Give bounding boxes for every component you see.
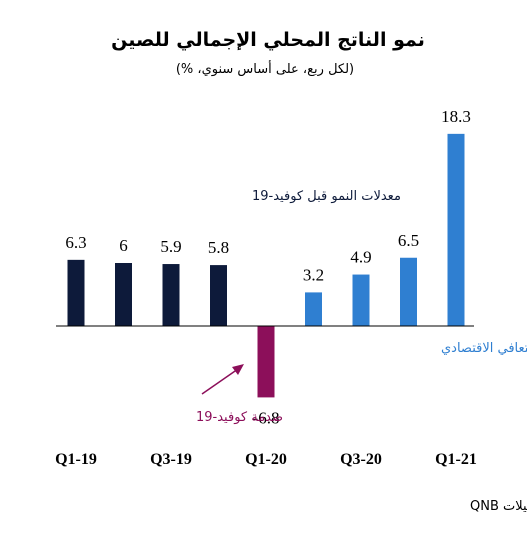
tick-label-q3-19: Q3-19 (150, 451, 192, 468)
bar-q4-19 (210, 265, 227, 326)
tick-label-q1-21: Q1-21 (435, 451, 477, 468)
covid-shock-annotation: صدمة كوفيد-19 (196, 410, 283, 425)
tick-label-q3-20: Q3-20 (340, 451, 382, 468)
tick-label-q1-19: Q1-19 (55, 451, 97, 468)
bar-q1-21 (447, 133, 465, 326)
chart-subtitle: (لكل ربع، على أساس سنوي، %) (176, 60, 354, 77)
recovery-annotation: التعافي الاقتصادي (441, 341, 527, 356)
chart-title: نمو الناتج المحلي الإجمالي للصين (111, 29, 425, 51)
value-label-q3-20: 4.9 (350, 248, 371, 267)
bar-q1-20 (257, 326, 275, 398)
x-tick-labels: Q1-19 Q3-19 Q1-20 Q3-20 Q1-21 (55, 451, 477, 468)
value-label-q3-19: 5.9 (160, 237, 181, 256)
shock-arrow (201, 364, 244, 395)
value-label-q4-19: 5.8 (208, 238, 229, 257)
bar-series (67, 133, 465, 398)
source-note: المصادر: هيفر، المكتب الوطني الصيني للإح… (470, 499, 527, 514)
tick-label-q1-20: Q1-20 (245, 451, 287, 468)
bar-q3-20 (352, 274, 370, 326)
bar-q2-20 (305, 292, 322, 326)
bar-q3-19 (162, 264, 180, 326)
bar-q4-20 (400, 257, 417, 326)
value-label-q2-19: 6 (119, 236, 128, 255)
value-labels: 6.3 6 5.9 5.8 -6.8 3.2 4.9 6.5 18.3 (65, 107, 471, 428)
pre-covid-annotation: معدلات النمو قبل كوفيد-19 (252, 189, 401, 204)
value-label-q1-21: 18.3 (441, 107, 471, 126)
value-label-q1-19: 6.3 (65, 233, 86, 252)
bar-q1-19 (67, 259, 85, 326)
value-label-q2-20: 3.2 (303, 265, 324, 284)
value-label-q1-20: -6.8 (253, 408, 280, 427)
value-label-q4-20: 6.5 (398, 231, 419, 250)
bar-q2-19 (115, 263, 132, 326)
